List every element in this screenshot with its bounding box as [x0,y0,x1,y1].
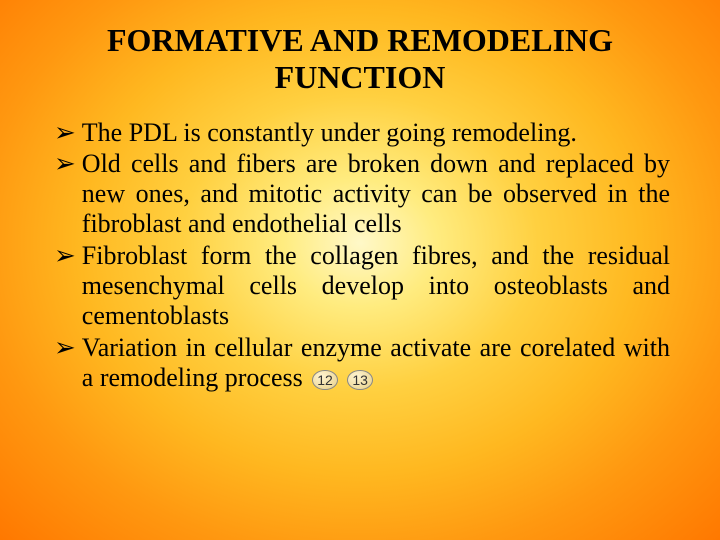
list-item: ➢ The PDL is constantly under going remo… [54,118,670,148]
bullet-icon: ➢ [54,241,76,271]
bullet-icon: ➢ [54,149,76,179]
list-item: ➢ Fibroblast form the collagen fibres, a… [54,241,670,331]
bullet-icon: ➢ [54,333,76,363]
bullet-text: Fibroblast form the collagen fibres, and… [82,241,670,331]
reference-badge: 13 [347,370,373,390]
title-line-2: FUNCTION [275,59,446,95]
title-line-1: FORMATIVE AND REMODELING [107,22,613,58]
reference-badge: 12 [312,370,338,390]
content-area: ➢ The PDL is constantly under going remo… [50,118,670,393]
slide-container: FORMATIVE AND REMODELING FUNCTION ➢ The … [0,0,720,540]
slide-title: FORMATIVE AND REMODELING FUNCTION [50,22,670,96]
bullet-text: Variation in cellular enzyme activate ar… [82,333,670,393]
list-item: ➢ Old cells and fibers are broken down a… [54,149,670,239]
bullet-text: The PDL is constantly under going remode… [82,118,670,148]
bullet-text-content: Variation in cellular enzyme activate ar… [82,333,670,392]
bullet-text: Old cells and fibers are broken down and… [82,149,670,239]
list-item: ➢ Variation in cellular enzyme activate … [54,333,670,393]
bullet-icon: ➢ [54,118,76,148]
